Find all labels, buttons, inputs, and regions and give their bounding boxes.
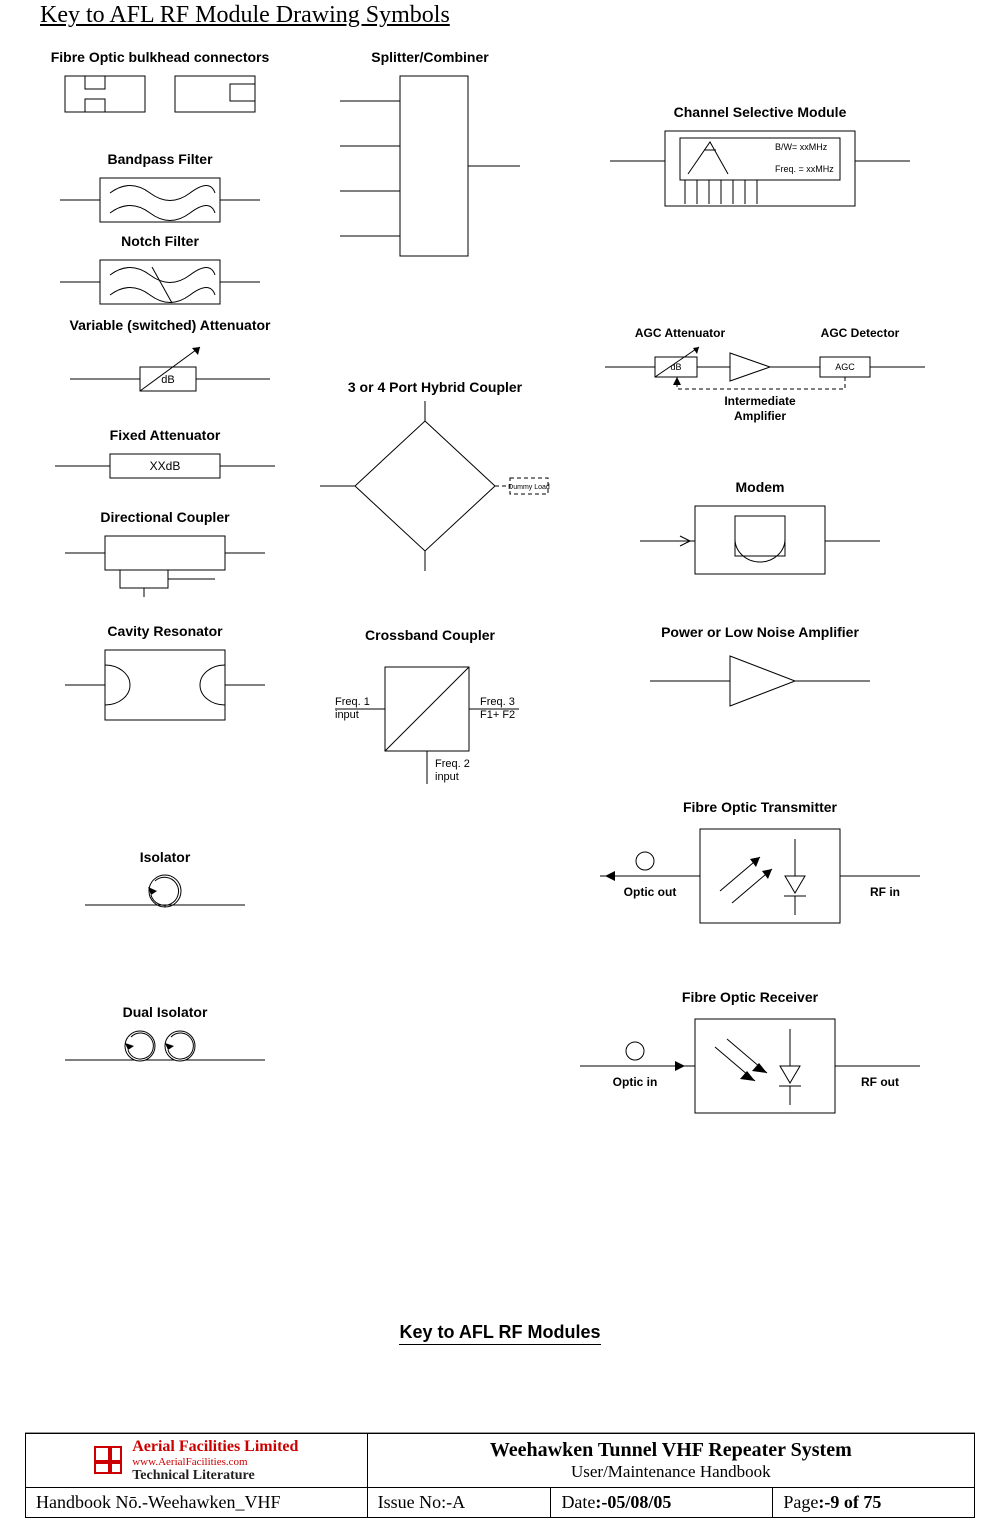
page-heading: Key to AFL RF Module Drawing Symbols	[40, 2, 960, 29]
footer-title-cell: Weehawken Tunnel VHF Repeater System Use…	[367, 1433, 974, 1487]
label: Variable (switched) Attenuator	[40, 317, 300, 333]
hybrid-icon: Dummy Load	[320, 401, 550, 571]
label: Notch Filter	[60, 233, 260, 249]
symbol-splitter: Splitter/Combiner	[330, 49, 530, 261]
symbols-area: Fibre Optic bulkhead connectors Bandpass…	[40, 29, 960, 1369]
svg-text:dB: dB	[161, 374, 174, 386]
symbol-csm: Channel Selective Module B/W= xxMHz Freq…	[600, 104, 920, 216]
svg-text:AGC Attenuator: AGC Attenuator	[635, 326, 726, 340]
dual-isolator-icon	[65, 1026, 265, 1072]
fotx-icon: Optic out RF in	[600, 821, 920, 931]
forx-icon: Optic in RF out	[580, 1011, 920, 1121]
symbol-notch: Notch Filter	[60, 233, 260, 309]
page-cell: Page:-9 of 75	[773, 1488, 975, 1518]
system-title: Weehawken Tunnel VHF Repeater System	[378, 1439, 964, 1462]
symbol-bandpass: Bandpass Filter	[60, 151, 260, 227]
label: Splitter/Combiner	[330, 49, 530, 65]
symbol-fixed-atten: Fixed Attenuator XXdB	[50, 427, 280, 483]
svg-text:AGC: AGC	[835, 362, 855, 372]
svg-text:RF in: RF in	[870, 885, 900, 899]
label: Channel Selective Module	[600, 104, 920, 120]
label: Dual Isolator	[60, 1004, 270, 1020]
symbol-agc: AGC Attenuator AGC Detector dB AGC Inter…	[600, 325, 930, 425]
svg-text:input: input	[335, 709, 359, 721]
svg-text:Freq. 2: Freq. 2	[435, 758, 470, 770]
svg-text:F1+ F2: F1+ F2	[480, 709, 515, 721]
fixed-atten-icon: XXdB	[55, 449, 275, 483]
label: Crossband Coupler	[300, 627, 560, 643]
brand-url: www.AerialFacilities.com	[132, 1456, 298, 1468]
crossband-icon: Freq. 1 input Freq. 3 F1+ F2 Freq. 2 inp…	[305, 649, 555, 799]
svg-text:AGC Detector: AGC Detector	[821, 326, 900, 340]
splitter-icon	[340, 71, 520, 261]
brand-literature: Technical Literature	[132, 1468, 298, 1483]
page-footer: Aerial Facilities Limited www.AerialFaci…	[25, 1432, 975, 1518]
label: Modem	[630, 479, 890, 495]
label: Fibre Optic bulkhead connectors	[40, 49, 280, 65]
date-cell: Date:-05/08/05	[551, 1488, 773, 1518]
svg-text:Freq. 3: Freq. 3	[480, 696, 515, 708]
bandpass-icon	[60, 173, 260, 227]
svg-text:RF out: RF out	[861, 1075, 899, 1089]
svg-text:Freq. 1: Freq. 1	[335, 696, 370, 708]
cavity-icon	[65, 645, 265, 725]
label: Cavity Resonator	[60, 623, 270, 639]
issue-no: Issue No:-A	[367, 1488, 551, 1518]
symbol-dir-coupler: Directional Coupler	[60, 509, 270, 599]
dir-coupler-icon	[65, 531, 265, 599]
modem-icon	[640, 501, 880, 579]
label: Fibre Optic Transmitter	[595, 799, 925, 815]
var-atten-icon: dB	[70, 339, 270, 399]
company-logo-icon	[94, 1446, 122, 1474]
footer-logo-cell: Aerial Facilities Limited www.AerialFaci…	[26, 1433, 368, 1487]
svg-text:Amplifier: Amplifier	[734, 409, 786, 423]
label: Fixed Attenuator	[50, 427, 280, 443]
svg-text:Intermediate: Intermediate	[724, 394, 796, 408]
label: Power or Low Noise Amplifier	[610, 624, 910, 640]
svg-text:XXdB: XXdB	[150, 459, 181, 473]
notch-icon	[60, 255, 260, 309]
symbol-fotx: Fibre Optic Transmitter Optic out RF in	[595, 799, 925, 931]
fibre-bulkhead-icon	[60, 71, 260, 121]
handbook-no: Handbook Nō.-Weehawken_VHF	[26, 1488, 368, 1518]
isolator-icon	[85, 871, 245, 917]
symbol-fibre-bulkhead: Fibre Optic bulkhead connectors	[40, 49, 280, 121]
svg-text:Optic out: Optic out	[624, 885, 677, 899]
svg-text:Freq. = xxMHz: Freq. = xxMHz	[775, 164, 834, 174]
label: Directional Coupler	[60, 509, 270, 525]
symbol-dual-isolator: Dual Isolator	[60, 1004, 270, 1072]
svg-text:Dummy Load: Dummy Load	[508, 484, 550, 491]
symbol-hybrid: 3 or 4 Port Hybrid Coupler Dummy Load	[310, 379, 560, 571]
system-subtitle: User/Maintenance Handbook	[378, 1462, 964, 1482]
symbol-forx: Fibre Optic Receiver Optic in RF out	[575, 989, 925, 1121]
symbol-amp: Power or Low Noise Amplifier	[610, 624, 910, 716]
csm-icon: B/W= xxMHz Freq. = xxMHz	[610, 126, 910, 216]
brand-name: Aerial Facilities Limited	[132, 1438, 298, 1456]
label: 3 or 4 Port Hybrid Coupler	[310, 379, 560, 395]
agc-icon: AGC Attenuator AGC Detector dB AGC Inter…	[605, 325, 925, 425]
symbol-crossband: Crossband Coupler Freq. 1 input Freq. 3 …	[300, 627, 560, 799]
label: Fibre Optic Receiver	[575, 989, 925, 1005]
symbol-modem: Modem	[630, 479, 890, 579]
svg-text:dB: dB	[670, 362, 681, 372]
symbol-var-atten: Variable (switched) Attenuator dB	[40, 317, 300, 399]
amp-icon	[650, 646, 870, 716]
svg-text:Optic in: Optic in	[613, 1075, 658, 1089]
svg-text:input: input	[435, 771, 459, 783]
svg-text:B/W= xxMHz: B/W= xxMHz	[775, 142, 828, 152]
label: Isolator	[70, 849, 260, 865]
label: Bandpass Filter	[60, 151, 260, 167]
symbol-cavity: Cavity Resonator	[60, 623, 270, 725]
bottom-title: Key to AFL RF Modules	[0, 1322, 1000, 1343]
symbol-isolator: Isolator	[70, 849, 260, 917]
